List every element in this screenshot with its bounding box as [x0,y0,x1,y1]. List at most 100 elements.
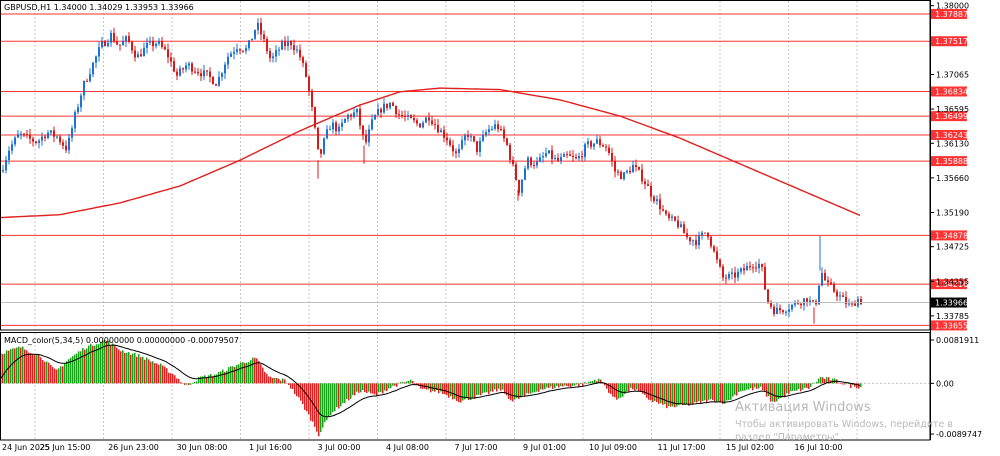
candle-body [137,54,139,58]
watermark-line: раздел "Параметры". [735,432,842,443]
macd-bar [400,382,402,384]
macd-bar [40,357,42,384]
candle-body [809,300,811,303]
candle-body [335,122,337,132]
macd-bar [274,377,276,384]
candle-body [650,185,652,197]
candle-body [209,71,211,77]
candle-body [113,32,115,42]
macd-bar [324,383,326,423]
candle-body [56,136,58,138]
candle-body [806,298,808,303]
candle-body [371,119,373,130]
candle-body [452,145,454,152]
macd-bar [482,383,484,394]
macd-bar [516,383,518,399]
macd-bar [472,383,474,399]
macd-bar [484,383,486,393]
macd-bar [34,355,36,384]
macd-bar [188,383,190,386]
candle-body [851,303,853,305]
macd-bar [252,357,254,384]
macd-bar [166,368,168,384]
macd-bar [80,351,82,384]
price-tick-label: 1.36595 [936,105,969,114]
macd-bar [78,351,80,384]
candle-body [521,179,523,193]
candle-body [419,123,421,128]
candle-body [296,49,298,51]
macd-bar [444,383,446,395]
macd-bar [344,383,346,404]
macd-bar [506,383,508,396]
candle-body [779,307,781,311]
candle-body [467,135,469,137]
macd-bar [854,383,856,387]
horizontal-levels[interactable]: 1.37887 1.37517 1.36834 1.36499 1.36243 1.358… [0,8,968,331]
price-axis[interactable]: 1.38000 1.37065 1.36595 1.36130 1.35660 1.351… [930,2,969,321]
candle-body [728,273,730,279]
macd-bar [560,383,562,387]
candle-body [602,145,604,147]
candle-body [758,263,760,269]
candle-body [440,130,442,133]
macd-bar [714,383,716,403]
macd-bar [624,383,626,395]
macd-bar [116,347,118,384]
level-price-tag [931,156,967,167]
macd-bar [788,383,790,394]
macd-bar [264,371,266,384]
current-price-label: 1.33966 [935,299,968,308]
macd-bar [806,383,808,388]
macd-bar [708,383,710,400]
macd-bar [302,383,304,405]
indicator-axis[interactable]: 0.0081911 0.00 -0.0089747 [930,336,982,439]
macd-bar [122,350,124,384]
macd-bar [566,383,568,386]
candle-body [647,184,649,186]
macd-bar [200,376,202,384]
candle-body [833,284,835,292]
macd-bar [64,363,66,384]
macd-bar [152,361,154,384]
candle-body [401,114,403,117]
macd-bar [694,383,696,403]
macd-bar [70,357,72,384]
candle-body [761,263,763,267]
macd-bar [322,383,324,428]
macd-bar [226,370,228,384]
level-price-tag [931,230,967,241]
macd-bar [576,383,578,385]
macd-bar [294,383,296,395]
macd-bar [480,383,482,396]
macd-bar [198,377,200,384]
macd-bar [208,375,210,384]
macd-bar [140,357,142,384]
candle-body [734,272,736,278]
time-tick-label: 25 Jun 15:00 [40,443,91,452]
candle-body [668,213,670,219]
candle-body [626,170,628,173]
candle-body [251,38,253,41]
macd-bar [792,383,794,391]
macd-bar [490,383,492,392]
candle-body [413,118,415,121]
macd-bar [288,383,290,386]
macd-bar [384,383,386,391]
candle-body [356,108,358,113]
level-price-tag [931,320,967,331]
candle-body [284,41,286,47]
candle-body [677,220,679,228]
macd-bar [688,383,690,406]
candle-body [545,153,547,157]
macd-bar [104,339,106,384]
macd-bar [276,378,278,384]
macd-bar [690,383,692,405]
candle-body [26,134,28,136]
candle-body [566,154,568,156]
macd-bar [230,366,232,384]
macd-bar [582,383,584,386]
macd-bar [108,340,110,384]
